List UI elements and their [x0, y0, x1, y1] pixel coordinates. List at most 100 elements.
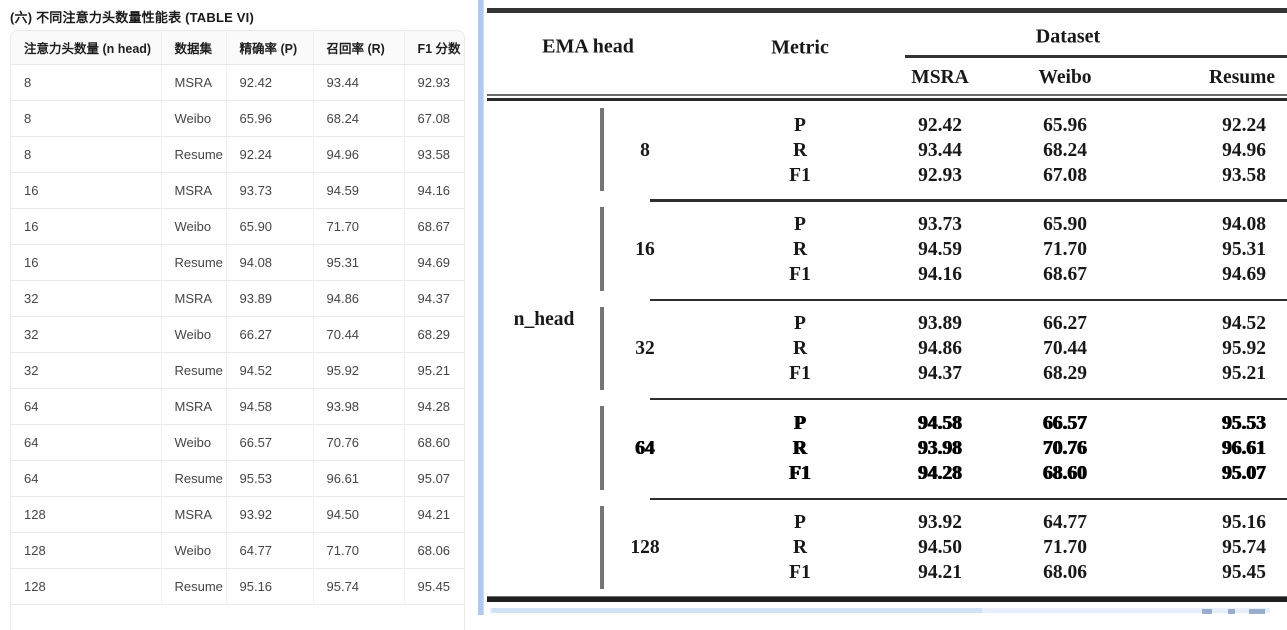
cell-f1: 94.21 [404, 496, 464, 533]
metric-label: R [792, 437, 808, 459]
table-row: 128 Resume 95.16 95.74 95.45 [11, 568, 464, 605]
value-resume: 95.07 [1222, 462, 1266, 484]
cell-precision: 66.27 [226, 316, 314, 353]
cell-precision: 94.08 [226, 244, 314, 281]
cell-dataset: MSRA [161, 64, 227, 101]
web-table-panel: (六) 不同注意力头数量性能表 (TABLE VI) 注意力头数量 (n hea… [0, 0, 478, 630]
metric-label: R [792, 239, 808, 261]
value-resume: 92.24 [1222, 114, 1266, 136]
metric-label: F1 [789, 164, 811, 186]
value-msra: 93.98 [918, 437, 962, 459]
metric-header: Metric [771, 36, 829, 59]
metric-row: F1 94.21 68.06 95.45 [478, 561, 1287, 586]
cell-nhead: 32 [11, 316, 162, 353]
row-group-label: n_head [513, 309, 575, 330]
metric-rows: P 93.89 66.27 94.52 R 94.86 70.44 95.92 … [478, 300, 1287, 399]
cell-dataset: Resume [161, 136, 227, 173]
head-count: 128 [630, 537, 660, 559]
value-msra: 94.59 [918, 239, 962, 261]
cell-nhead: 8 [11, 136, 162, 173]
table-row: 64 Weibo 66.57 70.76 68.60 [11, 424, 464, 461]
value-msra: 94.37 [918, 363, 962, 385]
cell-dataset: MSRA [161, 388, 227, 425]
cell-precision: 92.42 [226, 64, 314, 101]
cell-dataset: Resume [161, 568, 227, 605]
cell-nhead: 128 [11, 532, 162, 569]
value-msra: 92.93 [918, 164, 962, 186]
value-weibo: 64.77 [1043, 512, 1087, 534]
metric-label: F1 [789, 363, 811, 385]
metric-label: F1 [789, 462, 811, 484]
table-row: 16 Weibo 65.90 71.70 68.67 [11, 208, 464, 245]
cell-recall: 70.76 [313, 424, 405, 461]
cell-dataset: Weibo [161, 532, 227, 569]
cell-recall: 94.86 [313, 280, 405, 317]
cell-f1: 95.21 [404, 352, 464, 389]
image-selection-border [478, 0, 484, 615]
value-weibo: 65.90 [1043, 214, 1087, 236]
cell-nhead: 64 [11, 460, 162, 497]
cell-precision: 95.53 [226, 460, 314, 497]
table-row: 8 Weibo 65.96 68.24 67.08 [11, 100, 464, 137]
value-resume: 95.53 [1222, 412, 1266, 434]
metric-row: F1 94.37 68.29 95.21 [478, 362, 1287, 387]
table-row: 8 MSRA 92.42 93.44 92.93 [11, 64, 464, 101]
metric-row: R 94.50 71.70 95.74 [478, 536, 1287, 561]
cell-nhead: 64 [11, 388, 162, 425]
group-separator [650, 199, 1287, 202]
table-header-row: 注意力头数量 (n head) 数据集 精确率 (P) 召回率 (R) F1 分… [11, 31, 464, 65]
value-resume: 96.61 [1222, 437, 1266, 459]
metric-label: P [794, 313, 806, 335]
metric-label: F1 [789, 562, 811, 584]
cell-precision: 93.73 [226, 172, 314, 209]
scan-artifact [492, 608, 982, 613]
column-header-nhead: 注意力头数量 (n head) [11, 31, 162, 65]
metric-row: P 93.73 65.90 94.08 [478, 213, 1287, 238]
value-weibo: 70.44 [1043, 338, 1087, 360]
cell-f1: 68.67 [404, 208, 464, 245]
cell-precision: 94.52 [226, 352, 314, 389]
value-weibo: 66.27 [1043, 313, 1087, 335]
value-weibo: 67.08 [1043, 164, 1087, 186]
table-row: 16 Resume 94.08 95.31 94.69 [11, 244, 464, 281]
value-weibo: 68.60 [1043, 462, 1087, 484]
metric-row: F1 92.93 67.08 93.58 [478, 163, 1287, 188]
metric-label: P [794, 412, 806, 434]
value-resume: 94.52 [1222, 313, 1266, 335]
metric-label: F1 [789, 264, 811, 286]
table-row: 32 MSRA 93.89 94.86 94.37 [11, 280, 464, 317]
cell-dataset: Resume [161, 460, 227, 497]
group-separator [650, 298, 1287, 301]
dataset-underline [905, 55, 1287, 58]
value-weibo: 66.57 [1043, 412, 1087, 434]
head-count: 32 [635, 338, 655, 360]
value-weibo: 68.67 [1043, 264, 1087, 286]
column-header-dataset: 数据集 [161, 31, 227, 65]
metric-row: R 94.59 71.70 95.31 [478, 238, 1287, 263]
cell-f1: 95.45 [404, 568, 464, 605]
cell-dataset: Weibo [161, 100, 227, 137]
cell-nhead: 16 [11, 244, 162, 281]
value-msra: 94.16 [918, 264, 962, 286]
metric-row: F1 94.16 68.67 94.69 [478, 263, 1287, 288]
cell-recall: 93.98 [313, 388, 405, 425]
metric-row: R 94.86 70.44 95.92 [478, 337, 1287, 362]
cell-f1: 68.60 [404, 424, 464, 461]
cell-recall: 94.59 [313, 172, 405, 209]
value-resume: 94.69 [1222, 264, 1266, 286]
cell-recall: 71.70 [313, 208, 405, 245]
cell-precision: 93.89 [226, 280, 314, 317]
metric-label: P [794, 114, 806, 136]
paper-figure-image[interactable]: EMA head Metric Dataset MSRA Weibo Resum… [478, 0, 1287, 615]
metric-row: F1 94.28 68.60 95.07 [478, 461, 1287, 486]
dataset-header: Dataset [1035, 25, 1101, 48]
metric-group: 16 P 93.73 65.90 94.08 R 94.59 71.70 95.… [478, 199, 1287, 299]
table-row: 32 Resume 94.52 95.92 95.21 [11, 352, 464, 389]
cell-recall: 94.96 [313, 136, 405, 173]
table-row: 16 MSRA 93.73 94.59 94.16 [11, 172, 464, 209]
resume-column-header: Resume [1208, 67, 1276, 88]
value-msra: 94.28 [918, 462, 962, 484]
scan-artifact [1202, 609, 1212, 614]
msra-column-header: MSRA [911, 67, 969, 88]
cell-recall: 68.24 [313, 100, 405, 137]
